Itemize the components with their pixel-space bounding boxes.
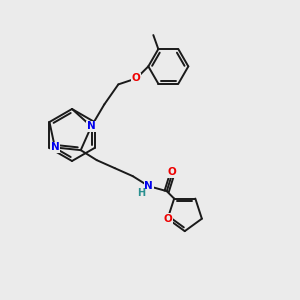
Text: O: O	[163, 214, 172, 224]
Text: H: H	[137, 188, 145, 198]
Text: O: O	[132, 74, 141, 83]
Text: O: O	[167, 167, 176, 177]
Text: N: N	[144, 181, 153, 191]
Text: N: N	[87, 122, 96, 131]
Text: N: N	[50, 142, 59, 152]
